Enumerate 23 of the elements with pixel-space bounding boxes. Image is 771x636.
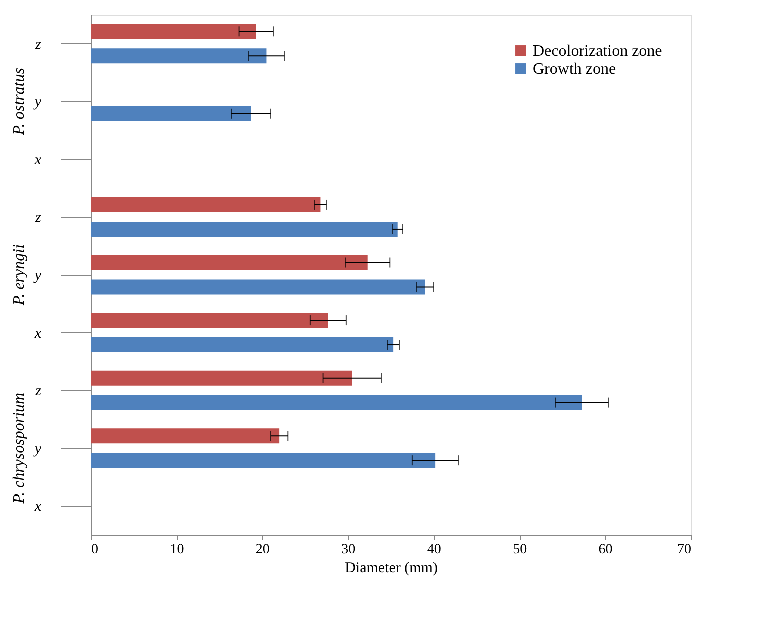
x-axis-title: Diameter (mm) [345, 560, 438, 576]
y-tick-label: z [34, 210, 42, 226]
y-tick-label: x [34, 499, 42, 516]
text: P. chrysosporium [11, 392, 28, 505]
y-tick-label: y [32, 441, 42, 458]
x-tick-label: 70 [678, 542, 692, 558]
text: P. eryngii [11, 244, 28, 307]
x-tick-label: 20 [256, 542, 270, 558]
legend-label: Decolorization zone [533, 43, 662, 60]
y-tick-label: z [34, 384, 42, 400]
legend-label: Growth zone [533, 61, 616, 78]
text: P. ostratus [11, 68, 28, 136]
x-tick-label: 40 [427, 542, 442, 558]
x-tick-label: 0 [92, 542, 98, 558]
y-tick-label: x [34, 152, 42, 168]
x-tick-label: 30 [342, 542, 356, 558]
x-tick-label: 10 [170, 542, 184, 558]
y-tick-label: y [32, 94, 42, 111]
x-tick-label: 50 [513, 542, 528, 558]
y-tick-label: z [34, 36, 42, 53]
y-tick-label: x [34, 326, 42, 342]
x-tick-label: 60 [598, 542, 613, 558]
y-tick-label: y [32, 268, 42, 284]
